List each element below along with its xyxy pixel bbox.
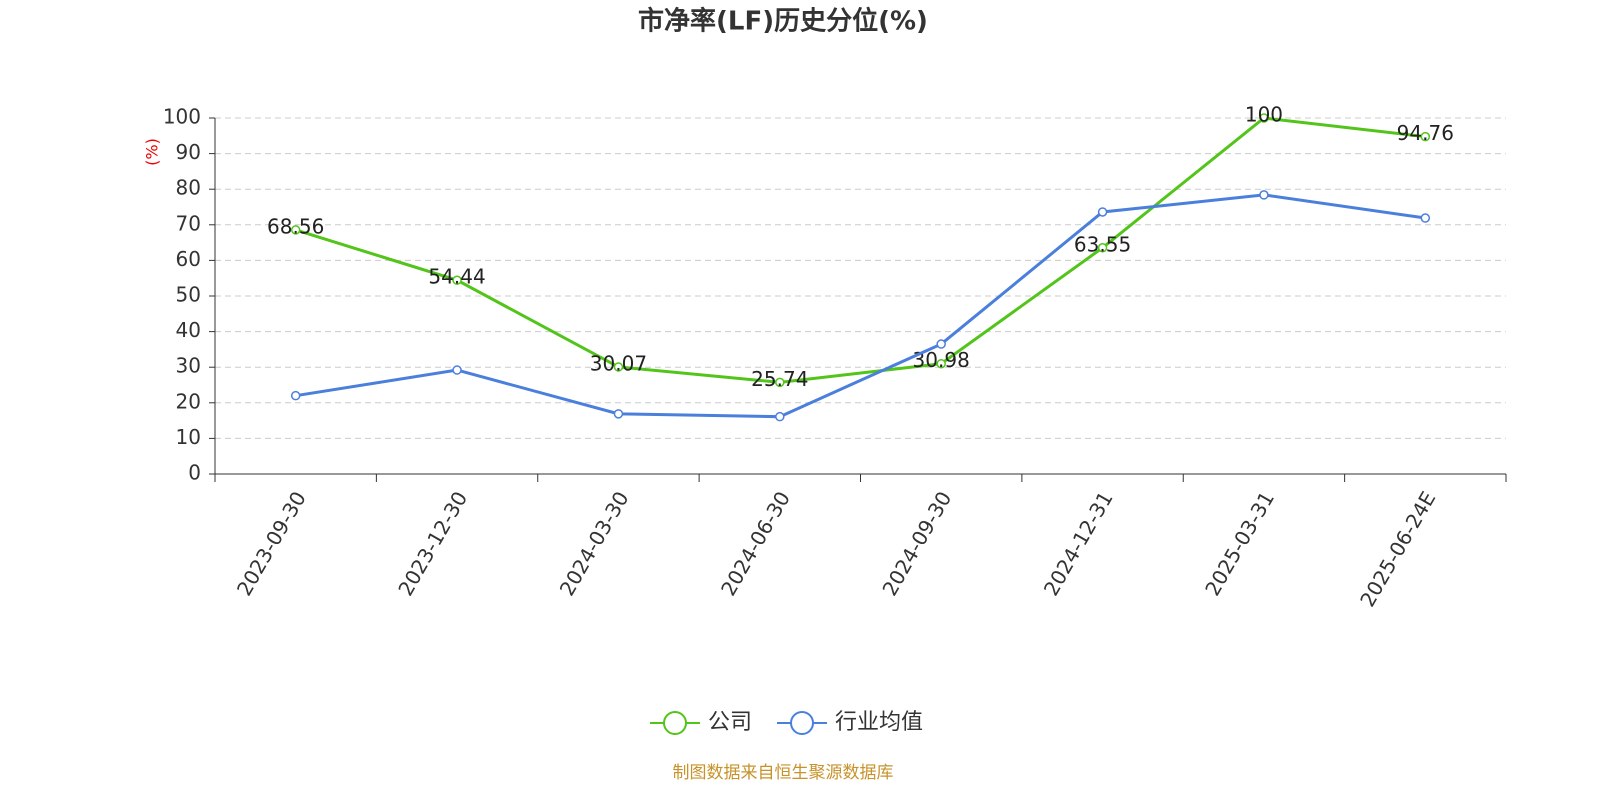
point [452, 275, 462, 285]
y-tick-label: 30 [176, 354, 201, 378]
point [1259, 113, 1269, 123]
x-tick-label: 2024-12-31 [1039, 487, 1118, 600]
point [1097, 243, 1108, 253]
y-tick-label: 40 [176, 318, 201, 342]
x-tick-label: 2023-09-30 [232, 487, 311, 600]
x-tick-label: 2025-03-31 [1200, 487, 1279, 600]
data-label: 25.74 [751, 367, 808, 391]
y-tick-label: 0 [188, 461, 201, 485]
y-tick-label: 100 [163, 105, 201, 129]
point [936, 358, 946, 369]
y-tick-label: 20 [176, 389, 201, 413]
chart-title: 市净率(LF)历史分位(%) [638, 6, 928, 37]
y-axis-label: (%) [143, 138, 162, 166]
point [1420, 213, 1431, 223]
point [1420, 131, 1431, 142]
y-tick-label: 60 [176, 247, 201, 271]
data-label: 30.07 [590, 351, 647, 375]
legend-marker [663, 711, 687, 735]
point [1097, 207, 1108, 217]
point [290, 390, 301, 401]
point [775, 377, 785, 388]
source-note: 制图数据来自恒生聚源数据库 [673, 763, 894, 783]
y-tick-label: 70 [176, 211, 201, 235]
point [936, 339, 946, 349]
point [613, 362, 624, 372]
x-tick-label: 2024-06-30 [716, 487, 795, 600]
data-label: 100 [1245, 103, 1283, 127]
data-label: 63.55 [1074, 232, 1131, 256]
y-tick-label: 80 [176, 176, 201, 200]
legend-marker [790, 711, 815, 735]
y-tick-label: 10 [176, 425, 201, 449]
legend-label: 行业均值 [835, 710, 923, 735]
x-tick-label: 2023-12-30 [393, 487, 472, 600]
x-tick-label: 2024-03-30 [555, 487, 634, 600]
x-tick-label: 2024-09-30 [877, 487, 956, 600]
data-label: 54.44 [428, 265, 485, 289]
y-tick-label: 90 [176, 140, 201, 164]
data-label: 68.56 [267, 214, 324, 238]
point [1259, 190, 1269, 200]
data-label: 94.76 [1397, 121, 1454, 145]
series-line [295, 116, 1426, 384]
series-line [295, 193, 1426, 419]
legend-label: 公司 [708, 710, 752, 735]
y-tick-label: 50 [176, 283, 201, 307]
point [775, 411, 785, 422]
point [452, 365, 462, 375]
x-tick-label: 2025-06-24E [1355, 487, 1440, 611]
point [613, 409, 624, 419]
point [290, 225, 301, 235]
